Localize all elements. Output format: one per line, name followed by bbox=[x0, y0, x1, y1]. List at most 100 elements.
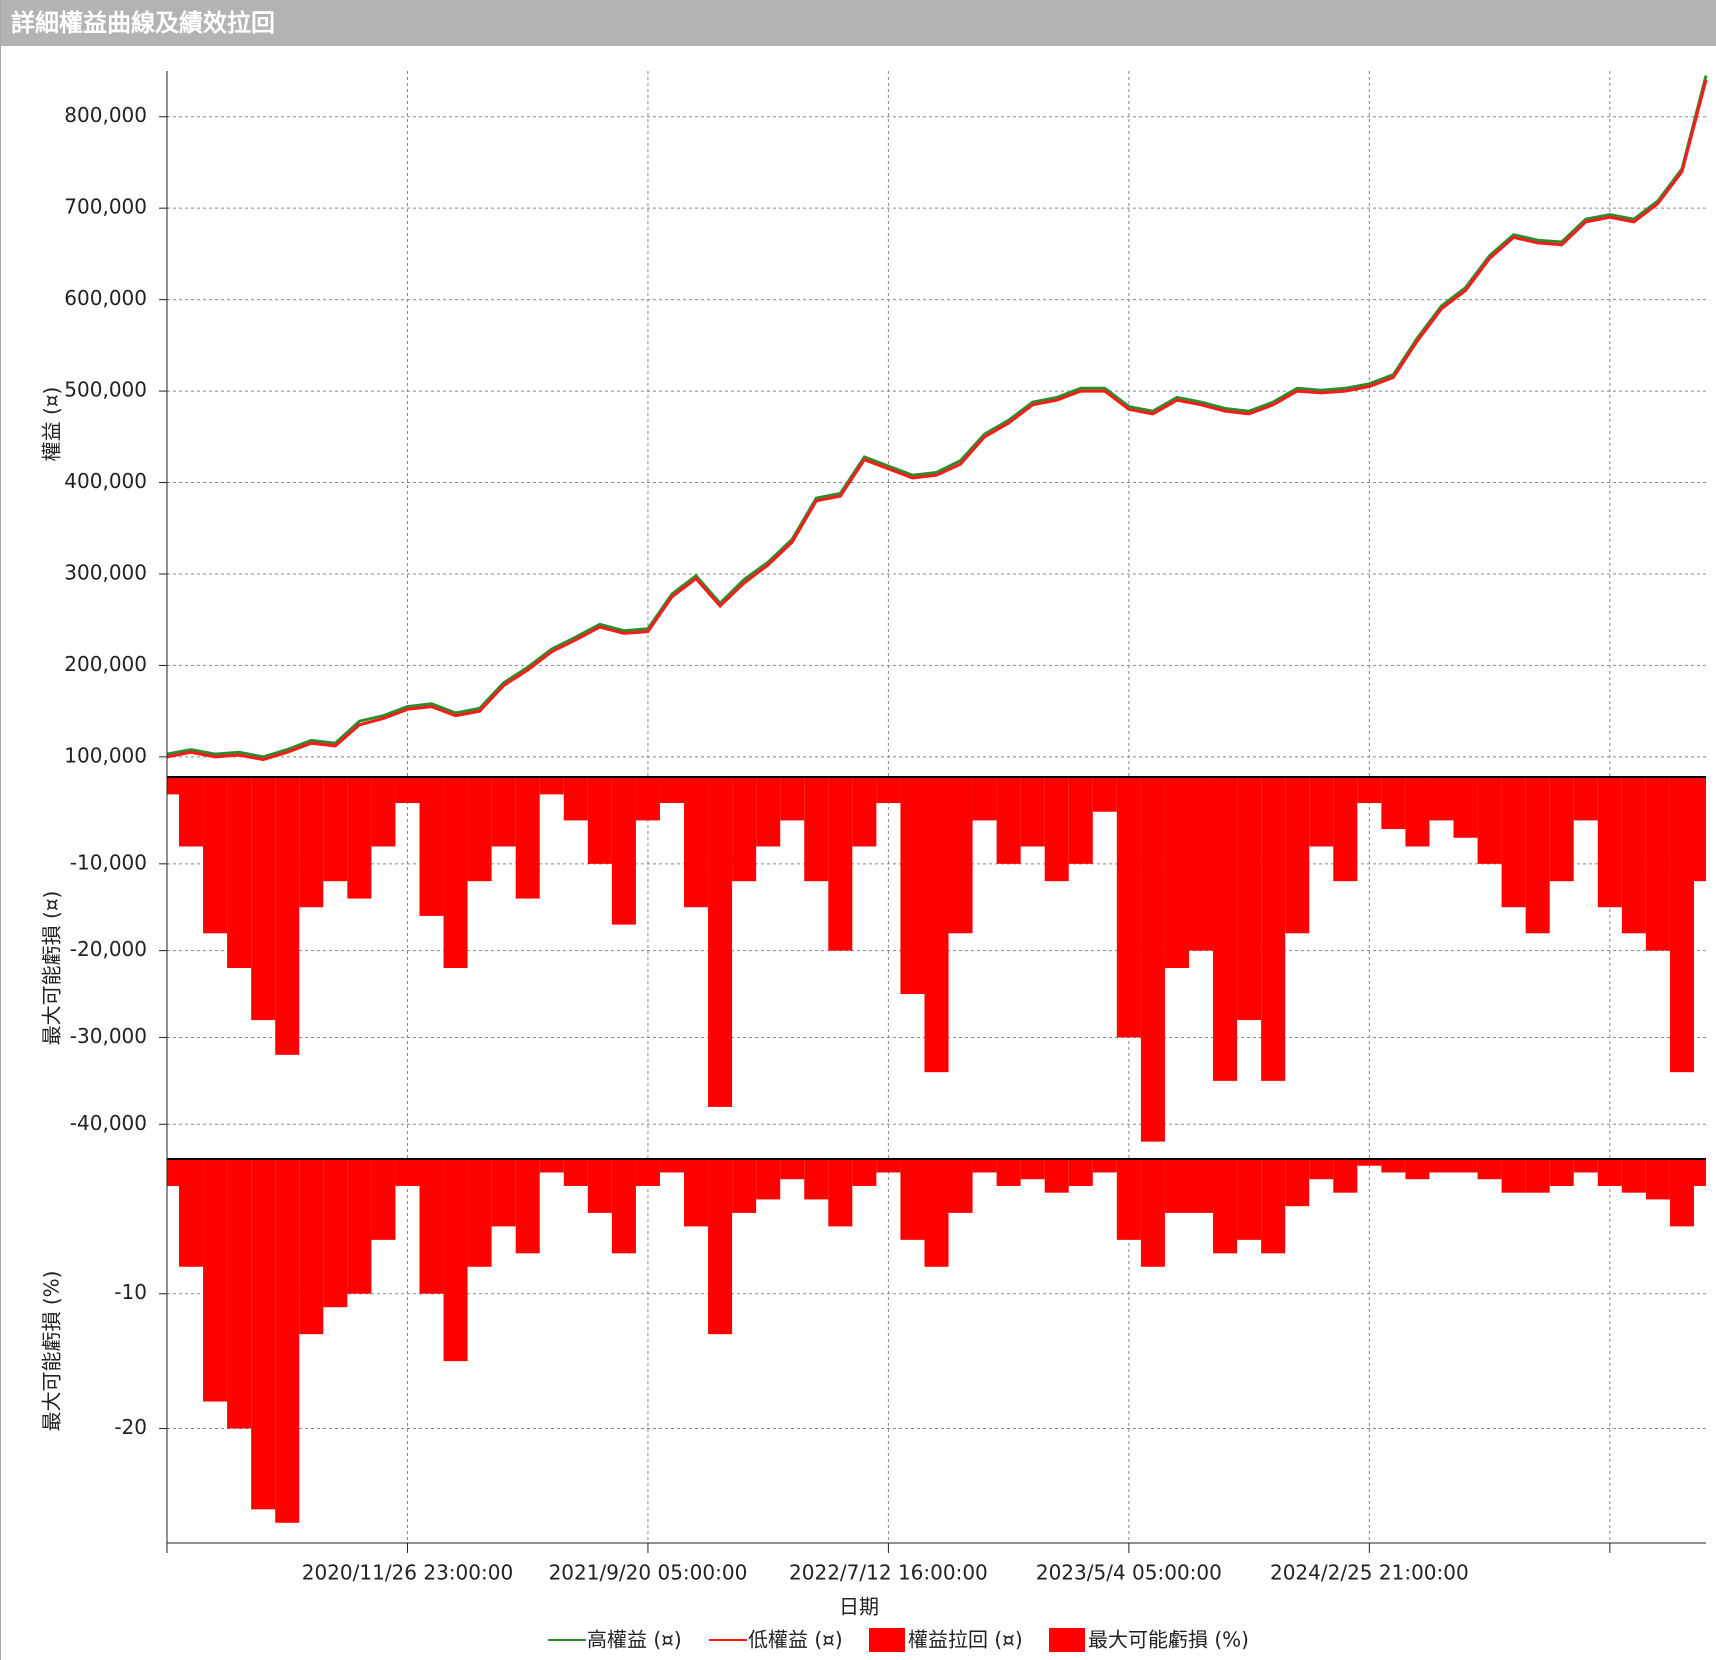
drawdown-bar bbox=[1261, 1159, 1286, 1254]
x-tick-label: 2021/9/20 05:00:00 bbox=[549, 1561, 748, 1585]
drawdown-bar bbox=[563, 1159, 588, 1186]
drawdown-bar bbox=[251, 777, 276, 1021]
drawdown-bar bbox=[611, 777, 636, 925]
legend-label: 權益拉回 (¤) bbox=[908, 1628, 1023, 1652]
drawdown-bar bbox=[227, 1159, 252, 1429]
drawdown-bar bbox=[1693, 1159, 1706, 1186]
drawdown-bar bbox=[299, 777, 324, 908]
drawdown-bar bbox=[1116, 1159, 1141, 1240]
drawdown-bar bbox=[659, 777, 685, 804]
drawdown-bar bbox=[900, 1159, 925, 1240]
drawdown-bar bbox=[1597, 1159, 1622, 1186]
drawdown-bar bbox=[708, 777, 733, 1107]
legend-swatch bbox=[1049, 1628, 1085, 1652]
drawdown-bar bbox=[756, 1159, 781, 1200]
drawdown-bar bbox=[1333, 777, 1358, 882]
drawdown-bar bbox=[347, 777, 372, 899]
drawdown-bar bbox=[611, 1159, 636, 1254]
drawdown-bar bbox=[1645, 777, 1670, 951]
drawdown-bar bbox=[587, 777, 612, 864]
drawdown-bar bbox=[1140, 777, 1165, 1142]
drawdown-bar bbox=[1381, 777, 1406, 830]
drawdown-bar bbox=[852, 1159, 877, 1186]
drawdown-bar bbox=[756, 777, 781, 847]
window-title: 詳細權益曲線及績效拉回 bbox=[1, 0, 1716, 46]
y-tick-label: 600,000 bbox=[64, 286, 147, 310]
equity-line bbox=[166, 75, 1708, 759]
drawdown-bar bbox=[563, 777, 588, 821]
drawdown-bar bbox=[275, 777, 300, 1055]
drawdown-bar bbox=[1525, 1159, 1550, 1193]
x-tick-label: 2022/7/12 16:00:00 bbox=[789, 1561, 988, 1585]
drawdown-bar bbox=[852, 777, 877, 847]
drawdown-bar bbox=[1645, 1159, 1670, 1200]
drawdown-bar bbox=[1333, 1159, 1358, 1193]
drawdown-bar bbox=[1501, 1159, 1526, 1193]
drawdown-bar bbox=[828, 1159, 853, 1227]
drawdown-bar bbox=[347, 1159, 372, 1294]
drawdown-bar bbox=[1669, 777, 1694, 1073]
drawdown-bar bbox=[371, 777, 396, 847]
drawdown-bar bbox=[780, 1159, 805, 1180]
drawdown-bar bbox=[203, 777, 228, 934]
drawdown-bar bbox=[443, 1159, 468, 1362]
y-tick-label: 500,000 bbox=[64, 378, 147, 402]
drawdown-bar bbox=[828, 777, 853, 951]
drawdown-bar bbox=[1597, 777, 1622, 908]
drawdown-bar bbox=[1429, 1159, 1454, 1173]
y-axis-label: 最大可能虧損 (%) bbox=[40, 1271, 64, 1432]
y-tick-label: -20 bbox=[114, 1415, 147, 1439]
y-tick-label: -10,000 bbox=[70, 850, 147, 874]
y-tick-label: -30,000 bbox=[70, 1024, 147, 1048]
drawdown-bar bbox=[227, 777, 252, 968]
drawdown-bar bbox=[1068, 777, 1093, 864]
drawdown-bar bbox=[1453, 777, 1478, 838]
drawdown-bar bbox=[179, 777, 204, 847]
drawdown-bar bbox=[1020, 777, 1045, 847]
drawdown-bar bbox=[515, 1159, 540, 1254]
y-tick-label: -20,000 bbox=[70, 937, 147, 961]
drawdown-bar bbox=[684, 1159, 709, 1227]
y-tick-label: -40,000 bbox=[70, 1111, 147, 1135]
drawdown-bar bbox=[443, 777, 468, 968]
drawdown-bar bbox=[635, 1159, 660, 1186]
drawdown-bar bbox=[1213, 777, 1238, 1081]
drawdown-bar bbox=[1285, 1159, 1310, 1207]
drawdown-bar bbox=[251, 1159, 276, 1510]
drawdown-bar bbox=[1309, 777, 1334, 847]
drawdown-bar bbox=[1669, 1159, 1694, 1227]
y-tick-label: 400,000 bbox=[64, 469, 147, 493]
drawdown-bar bbox=[491, 1159, 516, 1227]
drawdown-bar bbox=[539, 777, 564, 795]
drawdown-bar bbox=[1477, 777, 1502, 864]
drawdown-bar bbox=[804, 777, 829, 882]
drawdown-bar bbox=[1477, 1159, 1502, 1180]
drawdown-bar bbox=[167, 1159, 180, 1186]
drawdown-bar bbox=[1068, 1159, 1093, 1186]
drawdown-bar bbox=[948, 777, 973, 934]
drawdown-bar bbox=[371, 1159, 396, 1240]
y-tick-label: 800,000 bbox=[64, 103, 147, 127]
drawdown-bar bbox=[876, 777, 901, 804]
equity-line bbox=[166, 79, 1708, 762]
drawdown-bar bbox=[972, 1159, 997, 1173]
drawdown-bar bbox=[1549, 777, 1574, 882]
drawdown-bar bbox=[1237, 1159, 1262, 1240]
drawdown-bar bbox=[1621, 777, 1646, 934]
y-tick-label: 200,000 bbox=[64, 652, 147, 676]
drawdown-bar bbox=[1044, 1159, 1069, 1193]
drawdown-bar bbox=[587, 1159, 612, 1213]
drawdown-bar bbox=[1405, 1159, 1430, 1180]
drawdown-bar bbox=[1092, 1159, 1117, 1173]
drawdown-bar bbox=[1164, 1159, 1189, 1213]
drawdown-bar bbox=[1693, 777, 1706, 882]
drawdown-bar bbox=[948, 1159, 973, 1213]
drawdown-bar bbox=[395, 777, 420, 804]
y-tick-label: 700,000 bbox=[64, 195, 147, 219]
y-tick-label: 100,000 bbox=[64, 743, 147, 767]
drawdown-bar bbox=[1044, 777, 1069, 882]
drawdown-bar bbox=[1092, 777, 1117, 812]
drawdown-bar bbox=[1213, 1159, 1238, 1254]
drawdown-bar bbox=[203, 1159, 228, 1402]
legend-label: 高權益 (¤) bbox=[587, 1628, 682, 1652]
